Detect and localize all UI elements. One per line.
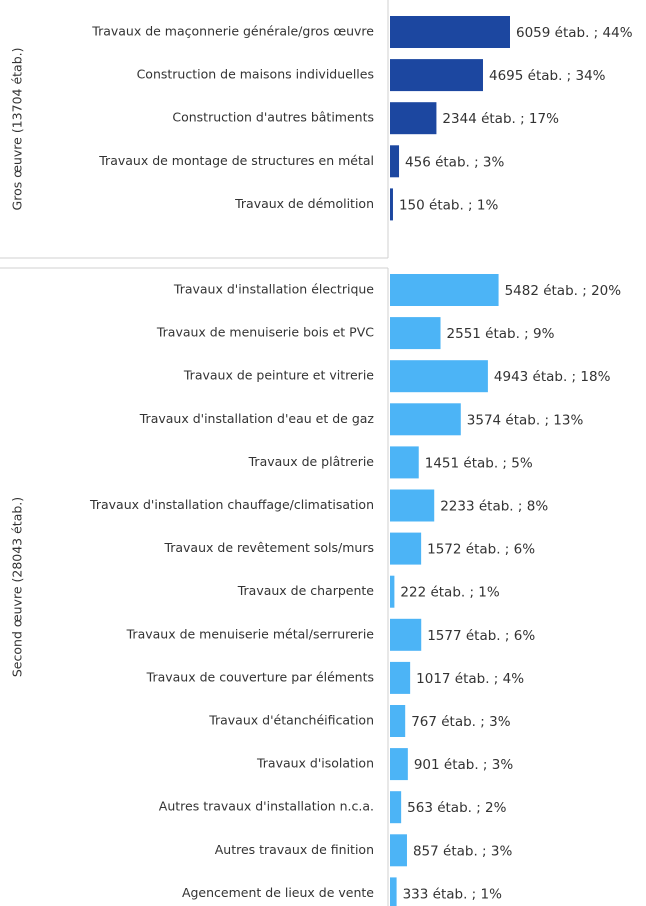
bar: [390, 661, 411, 694]
value-label: 901 étab. ; 3%: [414, 757, 514, 773]
bar: [390, 16, 510, 48]
group-label: Gros œuvre (13704 étab.): [10, 48, 25, 211]
value-label: 767 étab. ; 3%: [411, 714, 511, 730]
bar: [390, 834, 407, 867]
value-label: 2233 étab. ; 8%: [440, 499, 548, 515]
bar: [390, 360, 488, 393]
value-label: 1577 étab. ; 6%: [427, 628, 535, 644]
bar: [390, 618, 422, 651]
value-label: 1017 étab. ; 4%: [416, 671, 524, 687]
value-label: 1451 étab. ; 5%: [425, 455, 533, 471]
category-label: Travaux de menuiserie bois et PVC: [156, 325, 374, 340]
category-label: Autres travaux de finition: [215, 842, 374, 857]
category-label: Travaux d'installation d'eau et de gaz: [139, 411, 375, 426]
value-label: 5482 étab. ; 20%: [505, 283, 622, 299]
bar: [390, 705, 406, 737]
category-label: Travaux d'installation chauffage/climati…: [89, 497, 374, 512]
bar: [390, 188, 393, 221]
category-label: Travaux de revêtement sols/murs: [163, 540, 374, 555]
bar: [390, 489, 435, 522]
category-label: Travaux de maçonnerie générale/gros œuvr…: [91, 24, 374, 39]
value-label: 222 étab. ; 1%: [400, 585, 500, 601]
category-label: Agencement de lieux de vente: [182, 885, 374, 900]
value-label: 2551 étab. ; 9%: [447, 326, 555, 342]
bar: [390, 274, 499, 306]
value-label: 857 étab. ; 3%: [413, 843, 513, 859]
category-label: Travaux d'installation électrique: [173, 282, 374, 297]
bar: [390, 446, 419, 479]
bar: [390, 877, 397, 906]
bar: [390, 403, 461, 436]
category-label: Travaux de peinture et vitrerie: [183, 368, 374, 383]
bar: [390, 748, 408, 781]
category-label: Travaux de charpente: [237, 583, 375, 598]
value-label: 563 étab. ; 2%: [407, 800, 507, 816]
value-label: 6059 étab. ; 44%: [516, 25, 633, 41]
bar: [390, 791, 402, 824]
category-label: Construction d'autres bâtiments: [172, 110, 374, 125]
category-label: Travaux de démolition: [234, 196, 374, 211]
value-label: 150 étab. ; 1%: [399, 197, 499, 213]
bar: [390, 575, 395, 608]
bar: [390, 317, 441, 350]
category-label: Travaux d'isolation: [256, 756, 374, 771]
value-label: 3574 étab. ; 13%: [467, 412, 584, 428]
category-label: Travaux d'étanchéification: [208, 713, 374, 728]
group-label: Second œuvre (28043 étab.): [10, 497, 25, 677]
bar: [390, 59, 483, 92]
value-label: 4695 étab. ; 34%: [489, 68, 606, 84]
value-label: 2344 étab. ; 17%: [442, 111, 559, 127]
category-label: Travaux de couverture par éléments: [146, 669, 374, 684]
bar: [390, 102, 437, 135]
category-label: Construction de maisons individuelles: [137, 67, 374, 82]
value-label: 4943 étab. ; 18%: [494, 369, 611, 385]
value-label: 333 étab. ; 1%: [403, 886, 503, 902]
bar: [390, 532, 422, 565]
category-label: Travaux de menuiserie métal/serrurerie: [126, 626, 375, 641]
value-label: 1572 étab. ; 6%: [427, 542, 535, 558]
category-label: Travaux de plâtrerie: [248, 454, 375, 469]
value-label: 456 étab. ; 3%: [405, 154, 505, 170]
category-label: Autres travaux d'installation n.c.a.: [159, 799, 374, 814]
category-label: Travaux de montage de structures en méta…: [98, 153, 374, 168]
bar: [390, 145, 400, 178]
